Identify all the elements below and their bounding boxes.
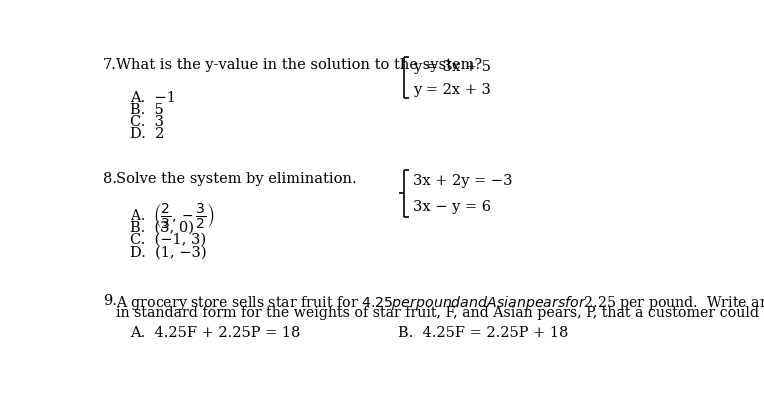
Text: Solve the system by elimination.: Solve the system by elimination. [115, 172, 356, 186]
Text: What is the y-value in the solution to the system?: What is the y-value in the solution to t… [115, 58, 482, 72]
Text: B.  5: B. 5 [131, 103, 164, 117]
Text: 7.: 7. [103, 58, 117, 72]
Text: A grocery store sells star fruit for $4.25 per pound and Asian pears for $2.25 p: A grocery store sells star fruit for $4.… [115, 294, 764, 312]
Text: A.  $\left(\dfrac{2}{3}, -\dfrac{3}{2}\right)$: A. $\left(\dfrac{2}{3}, -\dfrac{3}{2}\ri… [131, 202, 215, 231]
Text: in standard form for the weights of star fruit, F, and Asian pears, P, that a cu: in standard form for the weights of star… [115, 306, 764, 320]
Text: C.  3: C. 3 [131, 115, 164, 129]
Text: D.  (1, −3): D. (1, −3) [131, 245, 207, 259]
Text: A.  −1: A. −1 [131, 91, 176, 104]
Text: B.  4.25F = 2.25P + 18: B. 4.25F = 2.25P + 18 [398, 326, 568, 340]
Text: C.  (−1, 3): C. (−1, 3) [131, 233, 206, 247]
Text: y = 2x + 3: y = 2x + 3 [413, 83, 491, 97]
Text: 3x − y = 6: 3x − y = 6 [413, 200, 491, 214]
Text: B.  (3, 0): B. (3, 0) [131, 221, 194, 235]
Text: D.  2: D. 2 [131, 127, 165, 142]
Text: A.  4.25F + 2.25P = 18: A. 4.25F + 2.25P = 18 [131, 326, 301, 340]
Text: 9.: 9. [103, 294, 117, 308]
Text: 8.: 8. [103, 172, 117, 186]
Text: y = 3x + 5: y = 3x + 5 [413, 60, 491, 74]
Text: 3x + 2y = −3: 3x + 2y = −3 [413, 175, 513, 188]
